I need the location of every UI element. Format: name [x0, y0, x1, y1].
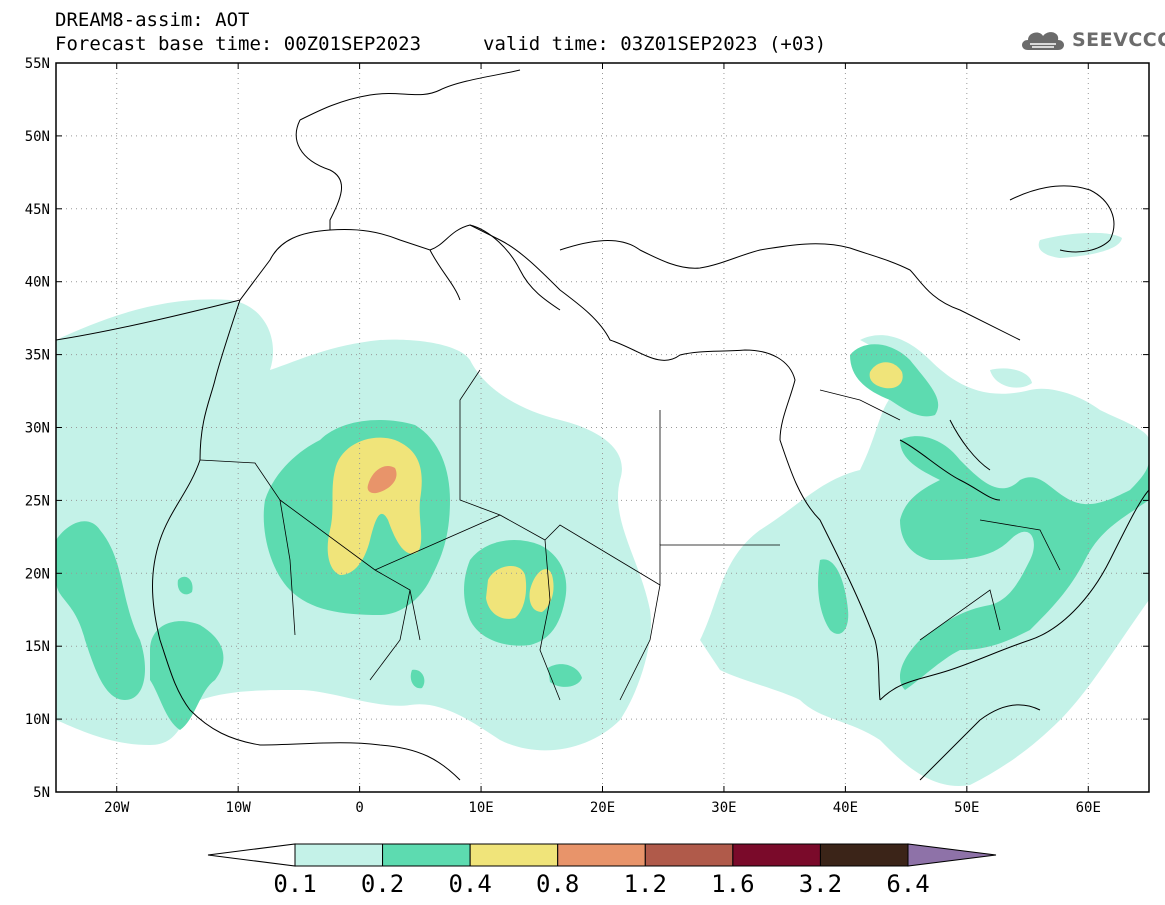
colorbar-segment: [732, 843, 821, 867]
lon-tick-label: 40E: [833, 800, 858, 816]
graticule: [56, 63, 1149, 792]
colorbar-label: 0.8: [536, 870, 579, 898]
title-base-time: Forecast base time: 00Z01SEP2023: [55, 33, 422, 55]
colorbar-label: 0.4: [448, 870, 491, 898]
title-valid-time: valid time: 03Z01SEP2023 (+03): [483, 33, 827, 55]
colorbar-label: 1.2: [624, 870, 667, 898]
lon-tick-label: 0: [355, 800, 363, 816]
lat-tick-label: 10N: [25, 712, 50, 728]
lon-tick-label: 10W: [226, 800, 252, 816]
colorbar-label: 6.4: [886, 870, 929, 898]
lon-tick-label: 30E: [711, 800, 736, 816]
colorbar-label: 0.1: [273, 870, 316, 898]
lat-tick-label: 35N: [25, 348, 50, 364]
lat-tick-label: 30N: [25, 421, 50, 437]
colorbar-label: 0.2: [361, 870, 404, 898]
lon-tick-label: 20E: [590, 800, 615, 816]
colorbar-low-arrow: [207, 843, 296, 867]
lat-tick-label: 50N: [25, 129, 50, 145]
lat-tick-label: 25N: [25, 493, 50, 509]
lat-tick-label: 15N: [25, 639, 50, 655]
colorbar-high-arrow: [907, 843, 997, 867]
lat-tick-label: 20N: [25, 566, 50, 582]
cloud-icon: [1022, 32, 1064, 50]
coastlines: [56, 69, 1149, 781]
lat-tick-label: 55N: [25, 56, 50, 72]
title-product: DREAM8-assim: AOT: [55, 9, 250, 31]
colorbar-label: 1.6: [711, 870, 754, 898]
lon-tick-label: 60E: [1076, 800, 1101, 816]
lon-tick-label: 20W: [104, 800, 130, 816]
lon-tick-label: 50E: [954, 800, 979, 816]
axis-ticks: 55N 50N 45N 40N 35N 30N 25N 20N 15N 10N 5N 20W 10W 0 1…: [25, 56, 1149, 816]
aot-contours: [56, 232, 1149, 786]
seevccc-logo: SEEVCCC: [1018, 24, 1165, 56]
colorbar-segment: [294, 843, 384, 867]
colorbar-segment: [644, 843, 734, 867]
lat-tick-label: 45N: [25, 202, 50, 218]
colorbar-segment: [557, 843, 646, 867]
lon-tick-label: 10E: [468, 800, 493, 816]
colorbar-segment: [819, 843, 909, 867]
lat-tick-label: 5N: [33, 785, 50, 801]
colorbar-segment: [469, 843, 559, 867]
colorbar-segment: [382, 843, 471, 867]
lat-tick-label: 40N: [25, 275, 50, 291]
colorbar-label: 3.2: [799, 870, 842, 898]
logo-text: SEEVCCC: [1072, 29, 1165, 51]
country-borders: [199, 369, 1061, 701]
